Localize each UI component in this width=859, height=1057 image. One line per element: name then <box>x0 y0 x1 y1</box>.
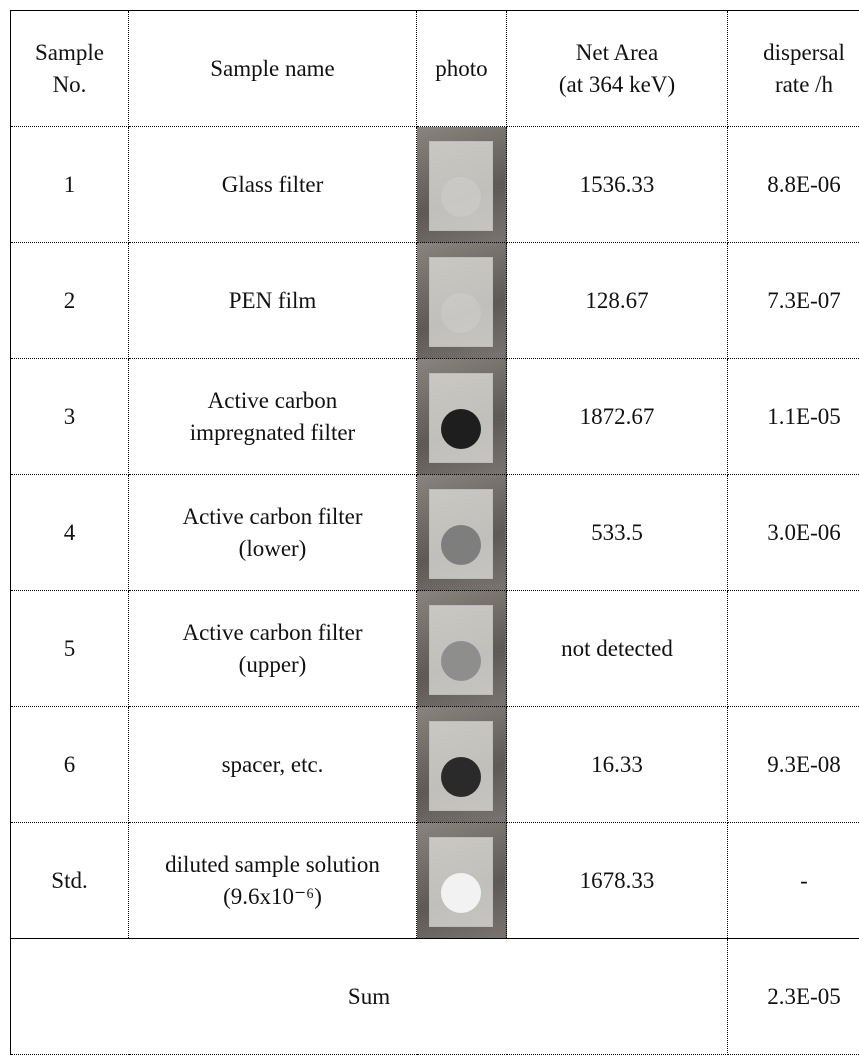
data-row: 6 spacer, etc. 16.33 9.3E-08 <box>10 706 859 823</box>
sample-name: Active carbon filter (lower) <box>128 474 417 591</box>
header-cell: dispersal rate /h <box>727 10 859 127</box>
sum-value: 2.3E-05 <box>727 938 859 1055</box>
photo-cell <box>416 706 507 823</box>
sample-disc <box>441 293 481 333</box>
data-row: 5 Active carbon filter (upper) not detecte… <box>10 590 859 707</box>
net-area: 1872.67 <box>506 358 728 475</box>
sample-photo <box>417 707 505 822</box>
net-area: not detected <box>506 590 728 707</box>
sample-disc <box>441 641 481 681</box>
sample-no: 6 <box>10 706 129 823</box>
sample-no: Std. <box>10 822 129 939</box>
dispersal-rate: 3.0E-06 <box>727 474 859 591</box>
sum-label: Sum <box>10 938 728 1055</box>
header-cell: photo <box>416 10 507 127</box>
sample-name: spacer, etc. <box>128 706 417 823</box>
photo-cell <box>416 242 507 359</box>
dispersal-rate: 9.3E-08 <box>727 706 859 823</box>
net-area: 1678.33 <box>506 822 728 939</box>
sample-photo <box>417 823 505 938</box>
bag-inner <box>429 141 493 231</box>
data-row: 3 Active carbon impregnated filter 1872.67… <box>10 358 859 475</box>
net-area: 1536.33 <box>506 126 728 243</box>
photo-cell <box>416 126 507 243</box>
sample-photo <box>417 359 505 474</box>
header-cell: Sample No. <box>10 10 129 127</box>
sample-no: 2 <box>10 242 129 359</box>
photo-cell <box>416 822 507 939</box>
sample-photo <box>417 127 505 242</box>
header-cell: Sample name <box>128 10 417 127</box>
sample-no: 3 <box>10 358 129 475</box>
sample-disc <box>441 409 481 449</box>
data-row: 1 Glass filter 1536.33 8.8E-06 <box>10 126 859 243</box>
dispersal-rate: - <box>727 822 859 939</box>
sample-photo <box>417 475 505 590</box>
net-area: 128.67 <box>506 242 728 359</box>
header-row: Sample No. Sample name photo Net Area (at 3… <box>10 10 859 127</box>
photo-cell <box>416 474 507 591</box>
sample-disc <box>441 177 481 217</box>
sample-no: 5 <box>10 590 129 707</box>
sample-name: Active carbon impregnated filter <box>128 358 417 475</box>
photo-cell <box>416 358 507 475</box>
sample-disc <box>441 525 481 565</box>
sample-name: Glass filter <box>128 126 417 243</box>
header-cell: Net Area (at 364 keV) <box>506 10 728 127</box>
sample-name: diluted sample solution (9.6x10⁻⁶) <box>128 822 417 939</box>
sample-disc <box>441 873 481 913</box>
sample-no: 4 <box>10 474 129 591</box>
photo-cell <box>416 590 507 707</box>
sample-disc <box>441 757 481 797</box>
net-area: 16.33 <box>506 706 728 823</box>
data-row: 2 PEN film 128.67 7.3E-07 <box>10 242 859 359</box>
sample-name: PEN film <box>128 242 417 359</box>
dispersal-rate <box>727 590 859 707</box>
sample-no: 1 <box>10 126 129 243</box>
data-row: Std. diluted sample solution (9.6x10⁻⁶) 16… <box>10 822 859 939</box>
bag-inner <box>429 257 493 347</box>
table-wrap: Sample No. Sample name photo Net Area (at 3… <box>10 10 859 1057</box>
sample-photo <box>417 591 505 706</box>
data-row: 4 Active carbon filter (lower) 533.5 3.0E-0… <box>10 474 859 591</box>
sum-row: Sum 2.3E-05 <box>10 938 859 1055</box>
results-table: Sample No. Sample name photo Net Area (at 3… <box>10 10 859 1055</box>
dispersal-rate: 8.8E-06 <box>727 126 859 243</box>
sample-name: Active carbon filter (upper) <box>128 590 417 707</box>
sample-photo <box>417 243 505 358</box>
dispersal-rate: 1.1E-05 <box>727 358 859 475</box>
dispersal-rate: 7.3E-07 <box>727 242 859 359</box>
net-area: 533.5 <box>506 474 728 591</box>
